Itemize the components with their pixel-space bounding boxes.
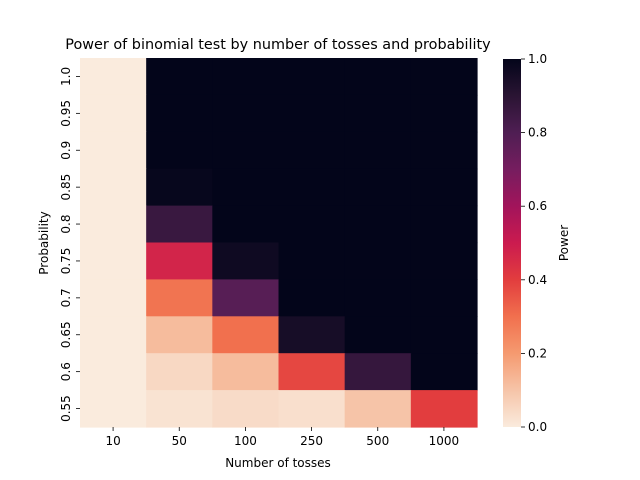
heatmap-cell [344,316,412,354]
heatmap-cell [344,168,412,207]
heatmap-cell [80,242,147,280]
x-tick-label: 50 [172,434,187,448]
heatmap-cell [410,131,478,170]
heatmap-cell [212,168,280,207]
x-tick-label: 1000 [429,434,460,448]
heatmap-cell [410,205,478,244]
heatmap-cell [146,279,213,317]
x-tick-label: 250 [300,434,323,448]
heatmap-cell [278,205,346,244]
heatmap-cell [278,168,346,207]
y-tick-label: 0.8 [59,215,73,234]
heatmap-cell [278,131,346,170]
colorbar-ticks: 0.0 0.2 0.4 0.6 0.8 1.0 [521,52,547,434]
heatmap-cell [80,390,147,428]
heatmap-cell [278,390,346,428]
colorbar-label: Power [557,225,571,261]
x-tick-label: 500 [366,434,389,448]
heatmap-cell [344,58,412,96]
heatmap-cell [410,94,478,133]
chart-title: Power of binomial test by number of toss… [65,37,491,53]
heatmap-cell [212,390,280,428]
heatmap-cell [80,279,147,317]
heatmap-cell [212,131,280,170]
heatmap-cell [146,168,213,207]
heatmap-cell [278,353,346,391]
y-tick-label: 0.95 [59,100,73,127]
heatmap-cell [146,316,213,354]
heatmap-cell [146,58,213,96]
heatmap-cell [80,205,147,244]
heatmap-cells [80,58,478,428]
colorbar-tick-label: 0.8 [528,126,547,140]
heatmap-cell [344,205,412,244]
heatmap-cell [80,94,147,133]
colorbar-tick-label: 0.2 [528,346,547,360]
heatmap-cell [344,94,412,133]
x-tick-label: 10 [105,434,120,448]
y-tick-label: 0.55 [59,395,73,422]
heatmap-cell [212,316,280,354]
heatmap-cell [344,353,412,391]
x-axis-label: Number of tosses [225,456,331,470]
heatmap-cell [278,279,346,317]
heatmap-cell [410,242,478,280]
heatmap-cell [146,242,213,280]
colorbar-tick-label: 1.0 [528,52,547,66]
colorbar [503,59,521,427]
y-tick-label: 0.7 [59,288,73,307]
heatmap-cell [278,94,346,133]
heatmap-cell [278,242,346,280]
heatmap-cell [212,353,280,391]
heatmap-cell [146,205,213,244]
heatmap-cell [410,390,478,428]
y-tick-label: 0.65 [59,321,73,348]
colorbar-tick-label: 0.0 [528,420,547,434]
x-axis: 10 50 100 250 500 1000 [105,427,459,448]
heatmap-cell [278,58,346,96]
heatmap-cell [146,390,213,428]
x-tick-label: 100 [234,434,257,448]
y-tick-label: 0.75 [59,248,73,275]
heatmap-cell [80,353,147,391]
y-axis: 1.0 0.95 0.9 0.85 0.8 0.75 0.7 0.65 0.6 0.55 [59,67,80,422]
colorbar-tick-label: 0.4 [528,273,547,287]
heatmap-cell [212,279,280,317]
colorbar-tick-label: 0.6 [528,199,547,213]
heatmap-cell [146,94,213,133]
heatmap-cell [410,58,478,96]
heatmap-cell [344,279,412,317]
heatmap-cell [80,131,147,170]
heatmap-cell [212,58,280,96]
heatmap-cell [212,242,280,280]
heatmap-cell [80,316,147,354]
heatmap-cell [410,168,478,207]
heatmap-cell [410,316,478,354]
y-tick-label: 0.85 [59,174,73,201]
heatmap-cell [80,58,147,96]
heatmap-cell [278,316,346,354]
heatmap-cell [344,131,412,170]
y-tick-label: 0.9 [59,141,73,160]
heatmap-cell [146,131,213,170]
heatmap-cell [212,94,280,133]
y-tick-label: 0.6 [59,362,73,381]
heatmap-cell [344,390,412,428]
y-tick-label: 1.0 [59,67,73,86]
y-axis-label: Probability [37,211,51,274]
heatmap-cell [146,353,213,391]
heatmap-cell [410,279,478,317]
heatmap-cell [410,353,478,391]
heatmap-cell [212,205,280,244]
heatmap-cell [344,242,412,280]
heatmap-cell [80,168,147,207]
